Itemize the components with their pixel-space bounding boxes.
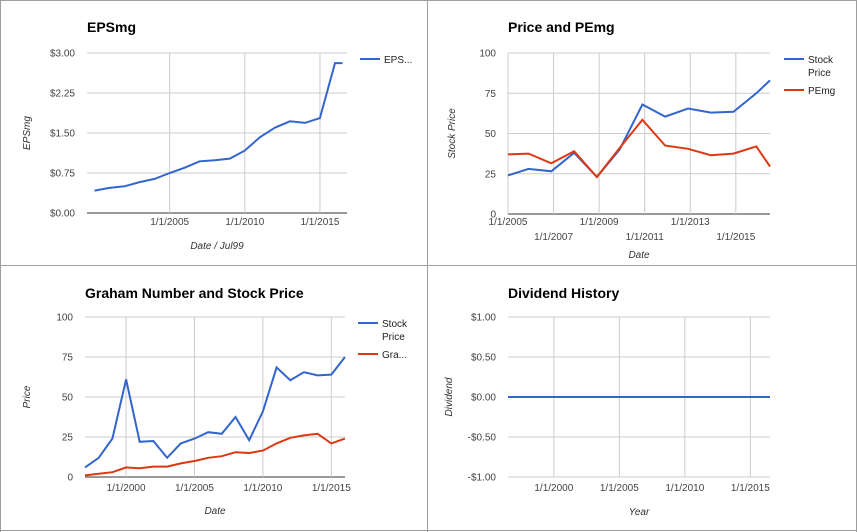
y-tick-label: $2.25 xyxy=(50,89,75,100)
y-tick-label: -$0.50 xyxy=(468,433,497,444)
y-tick-label: 0 xyxy=(490,210,496,221)
epsmg-chart: EPSmg $0.00 $0.75 $1.50 $2.25 $3.00 1/1/2005 1/… xyxy=(22,19,412,252)
y-tick-label: -$1.00 xyxy=(468,473,497,484)
y-axis-label: Stock Price xyxy=(447,108,458,159)
legend-label: EPS... xyxy=(384,55,412,66)
series-line-pemg xyxy=(507,118,771,179)
legend-label: Stock Price xyxy=(808,55,834,79)
page-border-bottom xyxy=(0,530,857,531)
x-tick-label: 1/1/2005 xyxy=(489,217,528,228)
y-tick-label: $0.00 xyxy=(50,209,75,220)
x-tick-label: 1/1/2011 xyxy=(626,232,665,243)
chart-panel-price-pemg: Price and PEmg 0 25 50 75 100 1/1/2005 1/1/2009… xyxy=(428,0,857,265)
price-pemg-chart: Price and PEmg 0 25 50 75 100 1/1/2005 1/1/2009… xyxy=(447,19,835,261)
x-tick-label: 1/1/2010 xyxy=(225,217,264,228)
x-axis-label: Year xyxy=(629,507,650,518)
series-line-gra xyxy=(84,432,346,477)
y-tick-label: $0.50 xyxy=(471,353,496,364)
x-tick-label: 1/1/2015 xyxy=(312,483,351,494)
y-axis-label: Price xyxy=(22,385,33,408)
y-tick-label: $1.50 xyxy=(50,129,75,140)
x-tick-label: 1/1/2015 xyxy=(300,217,339,228)
y-tick-label: 0 xyxy=(67,473,73,484)
panel-border-horizontal xyxy=(0,265,857,266)
y-tick-label: 75 xyxy=(485,89,497,100)
x-tick-label: 1/1/2013 xyxy=(671,217,710,228)
x-tick-label: 1/1/2005 xyxy=(600,483,639,494)
y-axis-label: Dividend xyxy=(444,377,455,416)
chart-title: Price and PEmg xyxy=(508,19,615,35)
page-border-top xyxy=(0,0,857,1)
legend-label: PEmg xyxy=(808,86,835,97)
y-tick-label: 25 xyxy=(485,169,497,180)
y-tick-label: $0.00 xyxy=(471,393,496,404)
x-tick-label: 1/1/2015 xyxy=(731,483,770,494)
y-tick-label: 50 xyxy=(62,393,74,404)
x-axis-label: Date xyxy=(204,506,226,517)
x-tick-label: 1/1/2005 xyxy=(150,217,189,228)
graham-chart: Graham Number and Stock Price 0 25 50 75 100 1… xyxy=(22,285,408,517)
chart-title: Graham Number and Stock Price xyxy=(85,285,304,301)
x-tick-label: 1/1/2000 xyxy=(534,483,573,494)
dividend-chart: Dividend History -$1.00 -$0.50 $0.00 $0.50 $1… xyxy=(444,285,770,518)
chart-title: EPSmg xyxy=(87,19,136,35)
chart-panel-graham: Graham Number and Stock Price 0 25 50 75 100 1… xyxy=(0,266,427,531)
y-tick-label: $3.00 xyxy=(50,49,75,60)
y-tick-label: $0.75 xyxy=(50,169,75,180)
x-axis-label: Date xyxy=(628,250,650,261)
y-tick-label: 50 xyxy=(485,129,497,140)
y-tick-label: $1.00 xyxy=(471,313,496,324)
x-tick-label: 1/1/2005 xyxy=(175,483,214,494)
panel-border-vertical xyxy=(427,0,428,532)
x-tick-label: 1/1/2010 xyxy=(243,483,282,494)
y-tick-label: 75 xyxy=(62,353,74,364)
x-tick-label: 1/1/2015 xyxy=(716,232,755,243)
x-axis-label: Date / Jul99 xyxy=(190,241,244,252)
x-tick-label: 1/1/2009 xyxy=(580,217,619,228)
legend-label: Stock Price xyxy=(382,319,408,343)
y-tick-label: 100 xyxy=(479,49,496,60)
chart-panel-dividend: Dividend History -$1.00 -$0.50 $0.00 $0.50 $1… xyxy=(428,266,857,531)
x-tick-label: 1/1/2007 xyxy=(534,232,573,243)
chart-title: Dividend History xyxy=(508,285,619,301)
x-tick-label: 1/1/2010 xyxy=(665,483,704,494)
chart-panel-epsmg: EPSmg $0.00 $0.75 $1.50 $2.25 $3.00 1/1/2005 1/… xyxy=(0,0,427,265)
series-line-eps xyxy=(94,62,343,192)
y-axis-label: EPSmg xyxy=(22,116,33,150)
series-line-stock-price xyxy=(84,356,346,469)
page-border-left xyxy=(0,0,1,532)
y-tick-label: 100 xyxy=(56,313,73,324)
x-tick-label: 1/1/2000 xyxy=(107,483,146,494)
y-tick-label: 25 xyxy=(62,433,74,444)
legend-label: Gra... xyxy=(382,350,407,361)
series-line-stock-price xyxy=(507,79,771,179)
